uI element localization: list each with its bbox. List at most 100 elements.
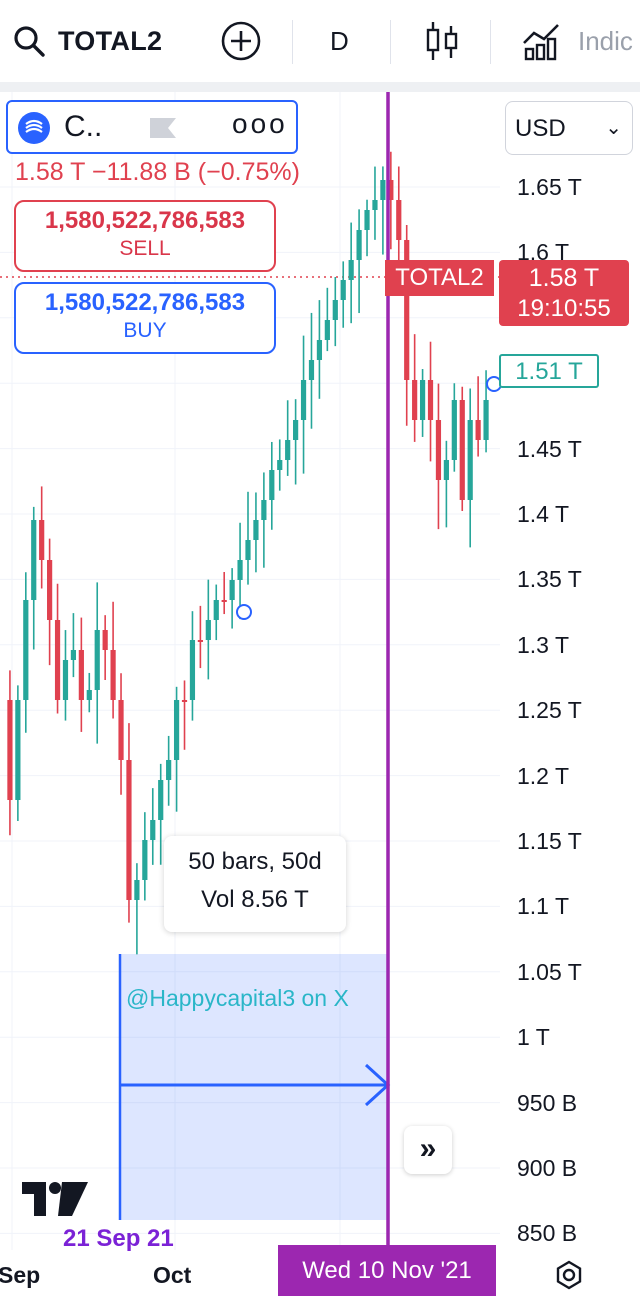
indicators-label: Indic <box>578 25 633 56</box>
price-tick: 1 T <box>517 1024 550 1051</box>
symbol-search[interactable]: TOTAL2 <box>12 0 162 82</box>
flag-icon[interactable] <box>148 116 178 140</box>
watermark-text: @Happycapital3 on X <box>126 985 349 1011</box>
chevron-down-icon: ⌄ <box>605 117 622 139</box>
candle-body <box>126 760 132 900</box>
chart-type-button[interactable] <box>424 0 460 82</box>
toolbar-shadow <box>0 82 640 92</box>
buy-price: 1,580,522,786,583 <box>44 289 246 316</box>
tradingview-logo[interactable] <box>22 1182 88 1216</box>
candle-body <box>419 380 426 420</box>
candle-body <box>356 230 362 260</box>
reference-price-tag: 1.51 T <box>499 354 599 388</box>
measure-tooltip: 50 bars, 50d Vol 8.56 T <box>164 836 346 932</box>
candle-body <box>221 600 227 602</box>
double-chevron-right-icon: » <box>419 1132 437 1165</box>
symbol-legend[interactable]: C.. ooo <box>6 100 298 154</box>
settings-icon[interactable] <box>554 1260 584 1290</box>
candle-body <box>300 380 307 420</box>
measure-range <box>120 954 388 1220</box>
price-tick: 950 B <box>517 1089 578 1116</box>
search-icon <box>14 26 45 57</box>
symbol-name: TOTAL2 <box>58 25 163 56</box>
measure-volume: Vol 8.56 T <box>201 886 309 913</box>
currency-select[interactable]: USD ⌄ <box>505 101 633 155</box>
indicators-icon <box>523 24 559 61</box>
interval-button[interactable]: D <box>330 0 349 82</box>
price-tick: 1.4 T <box>517 501 569 527</box>
currency-value: USD <box>515 115 566 142</box>
candle-body <box>245 540 251 560</box>
candle-body <box>340 280 346 300</box>
candle-body <box>324 320 330 340</box>
cursor-date-label: Wed 10 Nov '21 <box>278 1245 496 1296</box>
more-options-icon[interactable]: ooo <box>232 108 288 139</box>
sell-button[interactable]: 1,580,522,786,583 SELL <box>14 200 276 272</box>
price-tick: 1.3 T <box>517 631 569 658</box>
candle-body <box>475 420 481 440</box>
scroll-to-realtime-button[interactable]: » <box>404 1126 452 1174</box>
candle-body <box>7 700 13 800</box>
price-tick: 1.25 T <box>517 697 582 724</box>
candle-body <box>443 460 449 480</box>
candle-body <box>483 400 489 440</box>
candle-body <box>86 690 92 700</box>
interval-label: D <box>330 25 349 56</box>
time-label-oct: Oct <box>153 1262 192 1288</box>
buy-label: BUY <box>123 319 167 342</box>
candle-body <box>78 650 84 700</box>
sell-label: SELL <box>119 237 171 260</box>
toolbar-divider <box>390 20 391 64</box>
candle-body <box>269 470 275 500</box>
candle-body <box>150 820 156 840</box>
candle-body <box>31 520 37 600</box>
price-chart[interactable] <box>0 92 640 1250</box>
alert-marker <box>236 604 252 620</box>
price-tick: 1.45 T <box>517 435 582 462</box>
measure-start-date: 21 Sep 21 <box>63 1225 174 1252</box>
candle-body <box>158 780 164 820</box>
candle-body <box>308 360 315 380</box>
candle-body <box>435 420 442 480</box>
candle-body <box>404 240 410 380</box>
price-tick: 1.15 T <box>517 828 582 854</box>
compare-button[interactable] <box>220 0 262 82</box>
time-axis[interactable]: Sep Oct <box>0 1250 640 1296</box>
last-price: 1.58 T <box>528 264 600 292</box>
candle-body <box>47 560 53 620</box>
candle-body <box>427 380 434 420</box>
candle-body <box>451 400 457 460</box>
legend-price-change: 1.58 T −11.88 B (−0.75%) <box>15 158 300 186</box>
candle-body <box>15 700 21 800</box>
candle-body <box>253 520 259 540</box>
price-tick: 850 B <box>517 1220 578 1247</box>
candle-body <box>364 210 370 230</box>
candle-body <box>189 640 196 700</box>
time-label-sep: Sep <box>0 1262 41 1288</box>
candle-body <box>62 660 69 700</box>
candle-body <box>23 600 29 700</box>
candle-body <box>412 380 418 420</box>
buy-button[interactable]: 1,580,522,786,583 BUY <box>14 282 276 354</box>
candle-body <box>173 700 180 760</box>
candle-body <box>110 650 116 700</box>
candle-body <box>205 620 211 640</box>
candle-body <box>166 760 172 780</box>
candle-body <box>380 180 386 200</box>
candle-body <box>39 520 45 560</box>
sell-price: 1,580,522,786,583 <box>44 207 246 234</box>
candle-body <box>181 700 188 702</box>
candle-body <box>142 840 148 880</box>
candle-body <box>388 180 394 200</box>
price-tick: 1.35 T <box>517 566 582 593</box>
price-tick: 1.05 T <box>517 958 582 985</box>
measure-bars: 50 bars, 50d <box>188 848 322 875</box>
candle-body <box>316 340 323 360</box>
candle-body <box>293 420 299 440</box>
price-tick: 1.2 T <box>517 762 569 789</box>
candle-body <box>134 880 140 900</box>
indicators-button[interactable]: Indic <box>522 0 633 82</box>
price-tick: 1.1 T <box>517 893 569 920</box>
candlestick-series <box>7 151 489 955</box>
toolbar-divider <box>292 20 293 64</box>
